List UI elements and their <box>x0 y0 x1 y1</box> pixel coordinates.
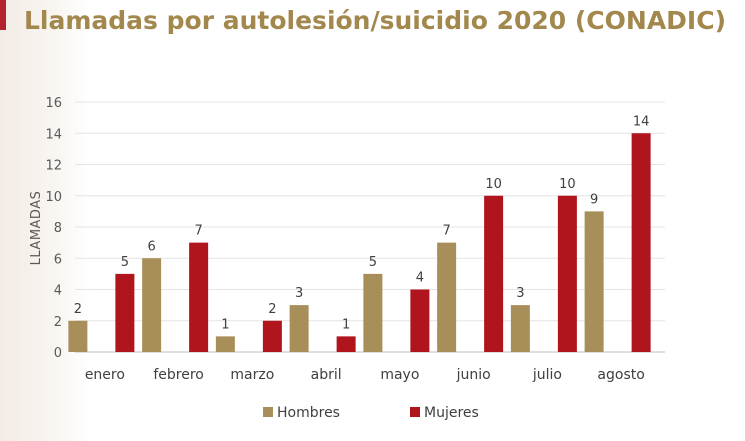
bar-hombres <box>142 258 162 352</box>
x-tick-label: junio <box>456 367 491 383</box>
data-label: 3 <box>295 286 303 301</box>
y-tick-label: 6 <box>54 252 62 267</box>
legend-label: Hombres <box>277 405 340 421</box>
bars <box>68 133 651 352</box>
bar-hombres <box>584 211 604 352</box>
y-tick-label: 0 <box>54 346 62 361</box>
data-label: 2 <box>74 302 82 317</box>
x-tick-label: abril <box>311 367 342 383</box>
background-decoration <box>0 0 90 441</box>
bar-mujeres <box>410 289 430 352</box>
y-tick-label: 14 <box>45 127 62 142</box>
bar-mujeres <box>336 336 356 352</box>
legend: Hombres Mujeres <box>263 405 479 421</box>
chart-title: Llamadas por autolesión/suicidio 2020 (C… <box>24 6 727 35</box>
data-label: 5 <box>121 255 129 270</box>
bar-mujeres <box>631 133 651 352</box>
x-tick-label: mayo <box>380 367 419 383</box>
data-label: 4 <box>416 271 424 286</box>
bar-hombres <box>437 242 457 352</box>
bar-mujeres <box>115 273 135 352</box>
data-label: 7 <box>194 224 202 239</box>
legend-swatch <box>410 407 420 417</box>
x-axis-categories: enero febrero marzo abril mayo junio julio agos… <box>85 367 645 383</box>
bar-hombres <box>68 320 88 352</box>
data-label: 14 <box>633 114 650 129</box>
y-axis-ticks: 0 2 4 6 8 10 12 14 16 <box>45 96 62 361</box>
bar-mujeres <box>189 242 209 352</box>
data-label: 10 <box>559 177 576 192</box>
x-tick-label: marzo <box>230 367 274 383</box>
brand-mark <box>0 0 6 30</box>
bar-hombres <box>215 336 235 352</box>
y-tick-label: 8 <box>54 221 62 236</box>
data-label: 2 <box>268 302 276 317</box>
data-label: 5 <box>369 255 377 270</box>
y-axis-label: LLAMADAS <box>29 191 44 266</box>
data-label: 1 <box>342 317 350 332</box>
bar-hombres <box>289 305 309 352</box>
data-labels: 2 5 6 7 1 2 3 1 5 4 7 10 3 10 9 14 <box>74 114 650 332</box>
x-tick-label: agosto <box>597 367 644 383</box>
x-tick-label: febrero <box>153 367 204 383</box>
bar-mujeres <box>557 195 577 352</box>
x-tick-label: enero <box>85 367 125 383</box>
bar-mujeres <box>484 195 504 352</box>
data-label: 10 <box>485 177 502 192</box>
y-tick-label: 2 <box>54 315 62 330</box>
bar-mujeres <box>262 320 282 352</box>
bar-hombres <box>363 273 383 352</box>
data-label: 7 <box>442 224 450 239</box>
y-tick-label: 10 <box>45 190 62 205</box>
y-tick-label: 4 <box>54 284 62 299</box>
x-tick-label: julio <box>532 367 562 383</box>
legend-label: Mujeres <box>424 405 479 421</box>
data-label: 3 <box>516 286 524 301</box>
legend-swatch <box>263 407 273 417</box>
data-label: 9 <box>590 192 598 207</box>
data-label: 6 <box>147 239 155 254</box>
y-tick-label: 12 <box>45 159 62 174</box>
y-tick-label: 16 <box>45 96 62 111</box>
bar-hombres <box>510 305 530 352</box>
data-label: 1 <box>221 317 229 332</box>
